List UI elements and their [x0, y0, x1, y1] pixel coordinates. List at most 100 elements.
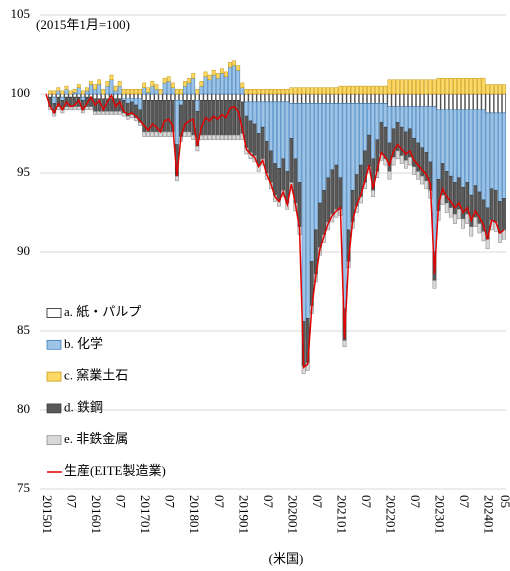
- bar: [440, 194, 445, 205]
- bar: [273, 93, 277, 103]
- bar: [60, 90, 65, 95]
- bar: [334, 103, 339, 166]
- x-tick-label: 201801: [187, 495, 202, 534]
- bar: [232, 65, 237, 95]
- bar: [52, 96, 57, 104]
- bar: [228, 66, 232, 95]
- y-tick-label: 80: [17, 401, 30, 416]
- bar: [281, 158, 286, 191]
- bar: [97, 79, 102, 85]
- x-tick-label: 201601: [89, 495, 104, 534]
- bar: [85, 106, 89, 111]
- bar: [154, 89, 159, 95]
- bar: [338, 103, 343, 178]
- bar: [453, 93, 457, 111]
- bar: [350, 93, 355, 104]
- bar: [330, 103, 335, 171]
- bar: [232, 134, 237, 141]
- bar: [461, 218, 465, 229]
- bar: [363, 85, 367, 95]
- bar: [219, 93, 224, 101]
- bar: [350, 103, 355, 191]
- bar: [379, 103, 384, 123]
- bar: [232, 60, 237, 66]
- legend-label: d. 鉄鋼: [64, 399, 103, 414]
- bar: [322, 87, 326, 95]
- bar: [60, 96, 65, 101]
- bar: [489, 93, 494, 114]
- bar: [256, 133, 261, 166]
- bar: [248, 101, 253, 122]
- bar: [252, 101, 257, 125]
- bar: [211, 74, 216, 95]
- bar: [224, 93, 228, 101]
- bar: [477, 93, 482, 111]
- bar: [183, 131, 187, 137]
- bar: [371, 103, 376, 160]
- bar: [403, 160, 408, 169]
- bar: [154, 93, 159, 101]
- bar: [134, 98, 138, 106]
- legend-marker: [46, 308, 62, 318]
- bar: [469, 77, 474, 95]
- legend-marker: [46, 339, 62, 350]
- bar: [187, 77, 192, 84]
- bar: [387, 79, 392, 95]
- bar: [89, 84, 93, 95]
- bar: [191, 93, 196, 101]
- bar: [211, 70, 216, 76]
- bar: [473, 216, 478, 227]
- bar: [297, 93, 302, 104]
- bar: [395, 106, 400, 123]
- bar: [497, 112, 502, 202]
- bar: [469, 109, 474, 196]
- bar: [187, 100, 192, 133]
- y-tick-label: 95: [17, 164, 30, 179]
- bar: [113, 93, 118, 99]
- x-tick-label: 202001: [285, 495, 300, 534]
- x-tick-label: 202101: [334, 495, 349, 534]
- bar: [166, 93, 171, 101]
- bar: [105, 93, 110, 99]
- bar: [342, 103, 347, 310]
- bar: [101, 111, 106, 115]
- bar: [281, 101, 286, 160]
- bar: [97, 93, 102, 99]
- bar: [420, 79, 425, 95]
- bar: [203, 93, 208, 101]
- bar: [162, 131, 167, 137]
- bar: [187, 93, 192, 101]
- bar: [408, 156, 412, 166]
- bar: [207, 100, 212, 136]
- bar: [113, 85, 118, 92]
- bar: [493, 190, 498, 223]
- bar: [105, 81, 110, 87]
- bar: [166, 100, 171, 133]
- bar: [228, 100, 232, 136]
- bar: [497, 232, 502, 243]
- bar: [338, 93, 343, 104]
- bar: [183, 85, 187, 95]
- bar: [244, 89, 249, 95]
- bar: [80, 90, 85, 95]
- bar: [277, 101, 281, 169]
- bar: [117, 85, 122, 95]
- bar: [134, 89, 138, 95]
- bar: [240, 87, 245, 95]
- bar: [138, 93, 142, 99]
- bar: [326, 93, 331, 104]
- bar: [436, 109, 441, 180]
- bar: [76, 84, 81, 88]
- bar: [162, 77, 167, 84]
- bar: [146, 131, 151, 137]
- bar: [399, 79, 404, 95]
- x-tick-label: 201901: [236, 495, 251, 534]
- x-tick-label: 07: [163, 495, 178, 509]
- bar: [130, 114, 134, 118]
- bar: [64, 85, 69, 90]
- bar: [363, 93, 367, 104]
- bar: [485, 112, 490, 209]
- bar: [420, 175, 425, 185]
- bar: [60, 93, 65, 98]
